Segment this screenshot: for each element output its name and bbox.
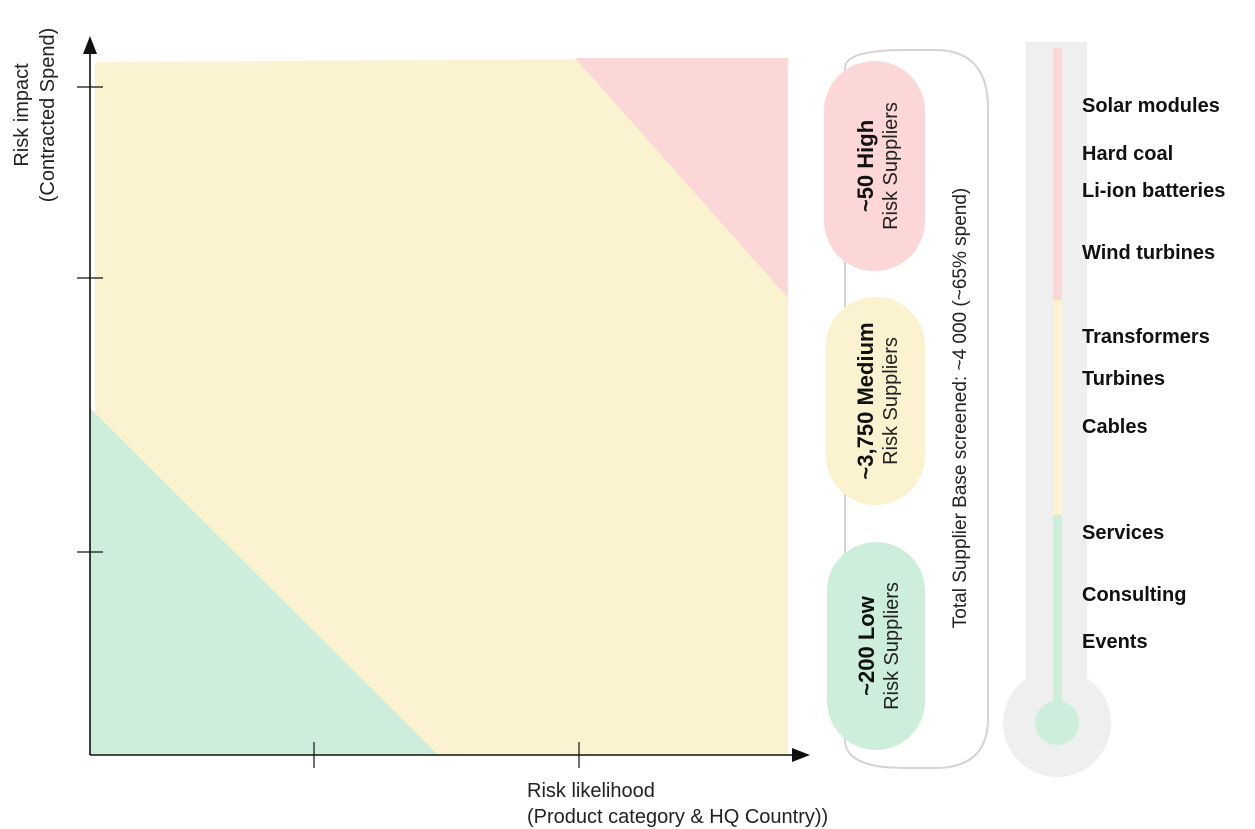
high-risk-sublabel: Risk Suppliers xyxy=(880,102,902,230)
category-label: Li-ion batteries xyxy=(1082,180,1225,202)
category-label: Wind turbines xyxy=(1082,242,1215,264)
category-label: Cables xyxy=(1082,416,1148,438)
thermometer-medium-segment xyxy=(1053,300,1062,515)
supplier-bracket xyxy=(844,49,989,769)
axes xyxy=(77,36,810,768)
category-label: Solar modules xyxy=(1082,95,1220,117)
high-risk-pill: ~50 High Risk Suppliers xyxy=(824,61,925,271)
medium-risk-sublabel: Risk Suppliers xyxy=(880,337,902,465)
category-label: Transformers xyxy=(1082,326,1210,348)
x-axis-arrow xyxy=(792,748,810,762)
risk-matrix xyxy=(90,58,788,755)
high-risk-count: ~50 High xyxy=(853,120,878,212)
category-label: Consulting xyxy=(1082,584,1186,606)
y-axis-label-line2: (Contracted Spend) xyxy=(37,28,59,203)
y-axis-arrow xyxy=(83,36,97,54)
category-labels: Solar modules Hard coal Li-ion batteries… xyxy=(1082,95,1225,653)
low-risk-zone xyxy=(90,408,438,755)
thermometer-high-segment xyxy=(1053,48,1062,300)
medium-risk-count: ~3,750 Medium xyxy=(853,322,878,479)
x-axis-label-line1: Risk likelihood xyxy=(527,780,655,802)
medium-risk-pill: ~3,750 Medium Risk Suppliers xyxy=(826,297,925,505)
medium-risk-zone xyxy=(95,58,788,755)
thermometer-bulb xyxy=(1035,701,1079,745)
low-risk-count: ~200 Low xyxy=(854,595,879,696)
category-label: Turbines xyxy=(1082,368,1165,390)
thermometer xyxy=(1003,42,1111,777)
thermometer-low-segment xyxy=(1053,515,1062,710)
category-label: Hard coal xyxy=(1082,143,1173,165)
x-axis-label-line2: (Product category & HQ Country)) xyxy=(527,806,828,828)
category-label: Events xyxy=(1082,631,1148,653)
low-risk-pill: ~200 Low Risk Suppliers xyxy=(827,542,925,750)
total-supplier-label: Total Supplier Base screened: ~4 000 (~6… xyxy=(950,188,971,628)
low-risk-sublabel: Risk Suppliers xyxy=(881,582,903,710)
high-risk-zone xyxy=(575,58,788,298)
y-axis-label-line1: Risk impact xyxy=(11,63,33,167)
category-label: Services xyxy=(1082,522,1164,544)
